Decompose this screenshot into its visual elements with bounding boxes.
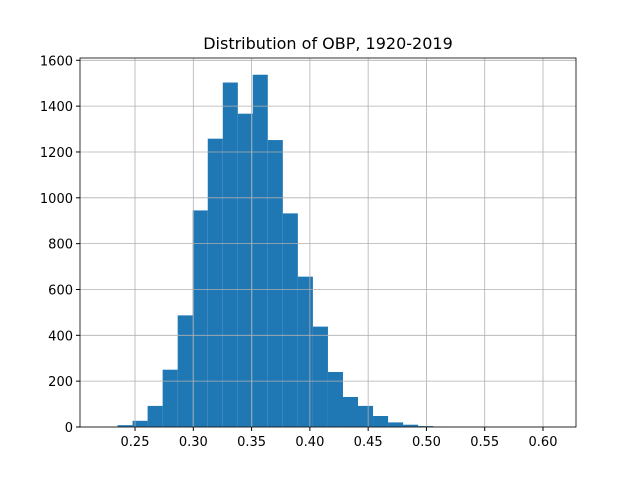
x-tick-label: 0.50: [412, 435, 441, 450]
x-tick-label: 0.40: [295, 435, 324, 450]
x-tick-label: 0.35: [237, 435, 266, 450]
bar: [343, 397, 358, 427]
x-tick-label: 0.55: [470, 435, 499, 450]
bar: [268, 140, 283, 427]
bar: [163, 370, 178, 427]
bar: [253, 75, 268, 427]
bar: [193, 210, 208, 427]
y-tick-label: 1000: [40, 192, 73, 207]
bar: [298, 277, 313, 427]
plot-frame: [80, 58, 576, 427]
y-tick-label: 1200: [40, 146, 73, 161]
bar: [373, 416, 388, 427]
bar: [313, 327, 328, 427]
y-tick-label: 1400: [40, 100, 73, 115]
bar: [388, 422, 403, 427]
bar: [178, 315, 193, 427]
bar: [283, 213, 298, 427]
bar: [223, 83, 238, 427]
x-tick-label: 0.45: [354, 435, 383, 450]
chart-title: Distribution of OBP, 1920-2019: [203, 34, 453, 53]
y-tick-label: 1600: [40, 54, 73, 69]
y-tick-label: 800: [48, 238, 73, 253]
x-tick-label: 0.60: [529, 435, 558, 450]
y-tick-label: 0: [65, 421, 73, 436]
bar: [148, 406, 163, 427]
y-tick-label: 400: [48, 329, 73, 344]
x-tick-label: 0.25: [121, 435, 150, 450]
bar: [208, 139, 223, 427]
y-tick-label: 600: [48, 283, 73, 298]
x-tick-label: 0.30: [179, 435, 208, 450]
bar: [328, 372, 343, 427]
bar: [238, 114, 253, 427]
y-tick-label: 200: [48, 375, 73, 390]
bar: [358, 406, 373, 427]
